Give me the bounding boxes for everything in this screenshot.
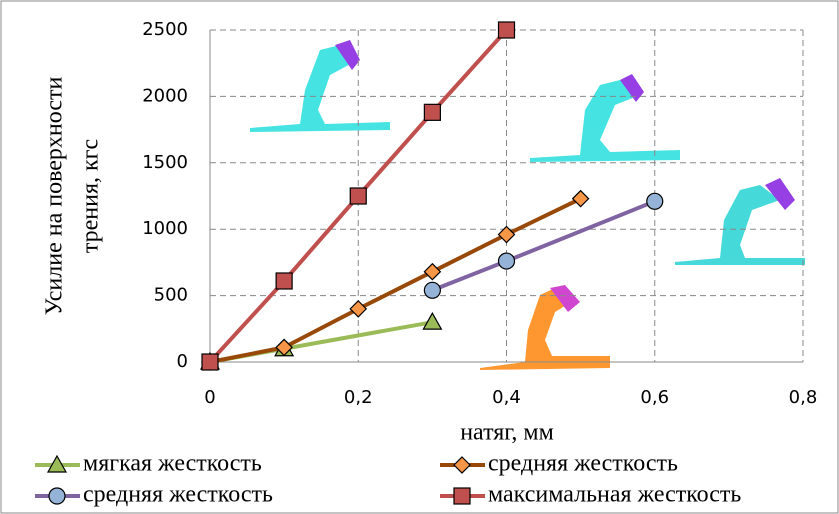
marker: [276, 273, 292, 289]
y-axis-label: трения, кгс: [78, 139, 104, 253]
legend-label: максимальная жесткость: [488, 482, 741, 508]
x-tick-label: 0,4: [492, 387, 521, 408]
marker: [424, 104, 440, 120]
marker: [49, 488, 65, 504]
marker: [499, 253, 515, 269]
chart: Усилие на поверхности трения, кгс натяг,…: [0, 0, 839, 514]
y-tick-label: 1000: [142, 218, 188, 239]
marker: [202, 354, 218, 370]
y-tick-label: 2500: [142, 19, 188, 40]
y-tick-label: 1500: [142, 152, 188, 173]
y-tick-label: 2000: [142, 85, 188, 106]
legend-label: средняя жесткость: [488, 451, 678, 477]
y-tick-label: 0: [177, 351, 188, 372]
x-tick-label: 0,6: [640, 387, 669, 408]
chart-border: [1, 1, 838, 513]
x-tick-label: 0,2: [344, 387, 373, 408]
x-tick-label: 0,8: [789, 387, 818, 408]
marker: [647, 193, 663, 209]
marker: [350, 188, 366, 204]
y-tick-label: 500: [154, 285, 188, 306]
marker: [424, 282, 440, 298]
legend-label: средняя жесткость: [83, 482, 273, 508]
legend-label: мягкая жесткость: [83, 451, 262, 477]
marker: [454, 488, 470, 504]
y-axis-label: Усилие на поверхности: [42, 77, 68, 316]
marker: [499, 22, 515, 38]
x-axis-label: натяг, мм: [460, 420, 554, 446]
x-tick-label: 0: [204, 387, 215, 408]
